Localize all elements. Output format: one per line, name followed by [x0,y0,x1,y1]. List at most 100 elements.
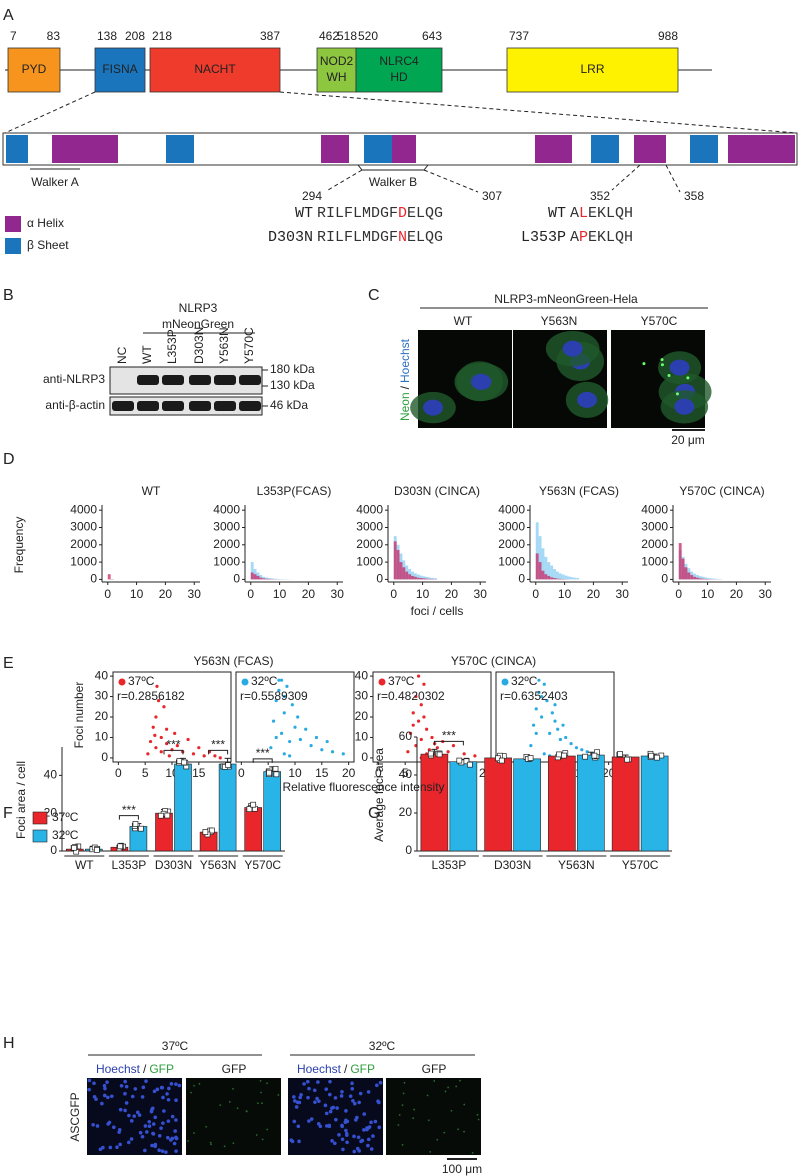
y-tick-label: 40 [355,668,369,682]
nucleus [150,1143,154,1148]
nucleus [562,340,583,357]
nucleus [160,1149,165,1153]
x-tick-label: 30 [759,587,773,601]
domain-label: NOD2 [320,54,354,68]
image-label: Hoechst / GFP [96,1062,174,1076]
x-tick-label: 20 [730,587,744,601]
replicate [527,755,534,761]
y-tick-label: 1000 [356,554,383,568]
y-tick-label: 3000 [213,520,240,534]
nucleus [355,1146,360,1151]
histogram-bar [576,578,579,580]
image-label-part: / [344,1062,348,1076]
speck [459,1079,461,1082]
bar [449,761,478,852]
nucleus [350,1087,355,1091]
histogram-bar [696,575,699,580]
x-tick-label: 10 [130,587,144,601]
y-tick-label: 20 [95,709,109,723]
sequence-label: WT [548,205,566,222]
blot-header: NLRP3 [179,301,218,315]
x-tick-label: 0 [675,587,682,601]
nucleus [174,1082,178,1086]
significance: *** [211,738,225,752]
replicate [436,751,443,758]
structure-element [6,135,28,163]
point [296,715,300,719]
sequence-part: N [398,229,407,246]
domain-box [149,47,281,93]
nucleus [117,1130,121,1134]
point [269,746,273,750]
nucleus [352,1149,357,1154]
legend-label: 32ºC [511,674,538,688]
point [408,731,413,735]
point [534,731,538,735]
point [430,735,434,740]
histogram-bar [431,577,435,580]
sequence-part: RILFLMDGF [317,229,398,246]
x-tick-label: Y570C [622,858,659,872]
bar [263,771,282,852]
point [288,739,292,744]
nucleus [307,1119,311,1123]
domain-end: 83 [47,29,61,43]
y-tick-label: 4000 [641,502,668,516]
speck [257,1102,259,1105]
x-tick-label: 30 [331,587,345,601]
sequence-label: D303N [268,229,313,246]
significance-bracket [252,758,273,763]
nucleus [356,1135,361,1140]
structure-element [535,135,572,163]
legend-marker [241,678,249,686]
replicate [158,812,164,819]
nucleus [167,1086,171,1091]
nucleus [292,1119,297,1124]
x-tick-label: 0 [247,587,254,601]
panel-letter: A [3,7,14,24]
nucleus [323,1103,328,1108]
histogram-bar [538,536,542,580]
histogram-bar [553,569,556,580]
x-tick-label: 15 [192,766,206,780]
speck [277,1094,280,1096]
y-tick-label: 40 [95,668,109,682]
histogram-bar [416,574,420,580]
sequence-part: P [579,229,588,246]
nucleus [340,1089,344,1094]
nucleus [94,1097,98,1101]
micrograph [186,1078,281,1155]
nucleus [155,1087,160,1092]
nucleus [161,1121,165,1125]
point [213,754,217,758]
domain-label: FISNA [102,62,137,76]
speck [266,1128,269,1131]
domain-label: HD [390,70,408,84]
zoom-line [4,91,96,134]
nucleus [138,1130,143,1135]
histogram-bar [107,574,111,580]
nucleus [674,398,695,415]
nucleus [141,1085,146,1090]
point [411,711,415,715]
point [550,711,554,715]
sequence-part: A [570,205,579,222]
histogram-bar [411,571,414,580]
motif-line [423,169,479,193]
speck [255,1134,258,1136]
histogram-bar [555,578,559,580]
point [473,754,477,758]
side-label: ASCGFP [68,1092,82,1141]
point [531,723,536,727]
nucleus [161,1095,165,1100]
histogram-bar [704,577,708,580]
scale-label: 100 μm [442,1162,482,1176]
nucleus [103,1086,107,1091]
x-tick-label: Y563N [200,858,237,872]
nucleus [151,1122,156,1126]
histogram-bar [276,578,280,580]
nucleus [159,1126,163,1130]
nucleus [330,1138,334,1143]
nucleus [345,1133,349,1137]
y-tick-label: 40 [399,767,413,781]
